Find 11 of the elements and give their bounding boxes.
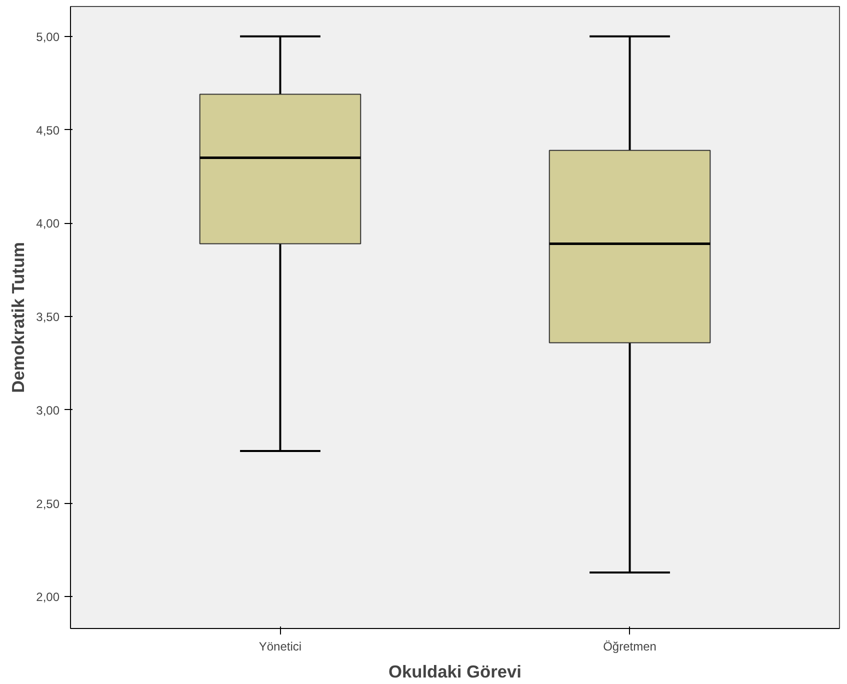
x-tick-label: Öğretmen: [603, 640, 656, 654]
y-tick-label: 4,00: [36, 216, 60, 231]
y-tick-label: 2,50: [36, 496, 60, 511]
y-axis-title: Demokratik Tutum: [8, 242, 28, 393]
y-tick-label: 3,00: [36, 403, 60, 418]
y-tick-label: 4,50: [36, 123, 60, 138]
x-axis-title: Okuldaki Görevi: [388, 662, 522, 682]
y-tick-label: 3,50: [36, 310, 60, 324]
y-tick-label: 5,00: [36, 30, 60, 44]
x-tick-label: Yönetici: [258, 640, 302, 654]
y-tick-label: 2,00: [36, 590, 60, 604]
